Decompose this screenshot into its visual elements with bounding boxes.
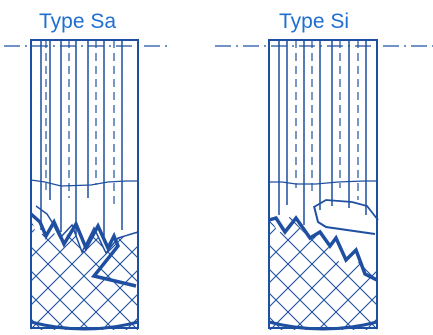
sa-base-curve xyxy=(30,320,139,331)
si-hidden-lines xyxy=(295,40,359,200)
si-base-curve xyxy=(268,320,378,331)
sa-transition-outline xyxy=(30,179,138,187)
type-si-diagram xyxy=(215,39,433,331)
sa-hidden-lines xyxy=(45,40,115,205)
type-si-label: Type Si xyxy=(279,10,350,33)
si-transition-outline xyxy=(269,180,377,185)
si-seal-profile xyxy=(268,215,378,282)
type-sa-label: Type Sa xyxy=(39,10,117,33)
sa-seal-profile xyxy=(29,212,137,288)
sa-internal-lines xyxy=(40,40,123,238)
si-lip-wedge xyxy=(313,205,376,235)
si-lip-body xyxy=(313,199,379,221)
si-internal-lines xyxy=(278,40,367,225)
type-sa-diagram xyxy=(4,39,170,331)
